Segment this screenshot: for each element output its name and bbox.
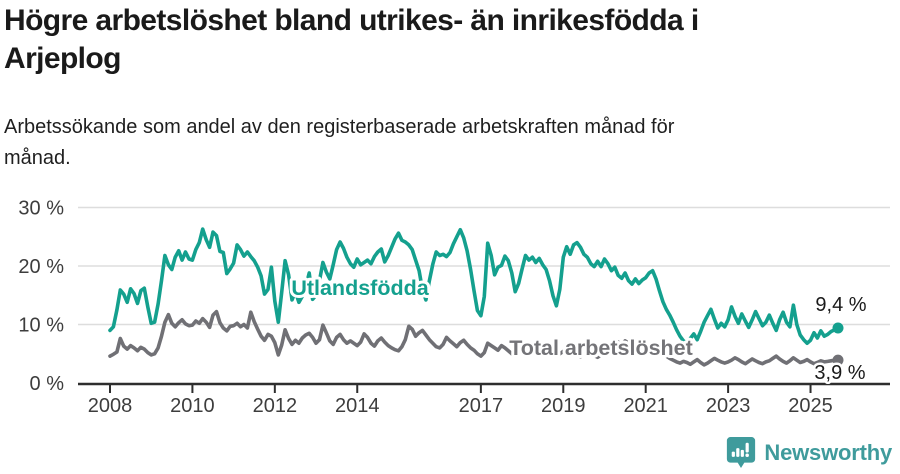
chart-subtitle-line-2: månad. bbox=[4, 147, 71, 169]
newsworthy-logo-icon bbox=[727, 437, 756, 468]
total-arbetsloshet-line bbox=[108, 309, 840, 367]
x-axis-tick-label: 2023 bbox=[706, 395, 751, 417]
newsworthy-logo-text: Newsworthy bbox=[764, 439, 892, 465]
chart-subtitle: Arbetssökande som andel av den registerb… bbox=[4, 112, 864, 174]
utlandsfodda-end-dot bbox=[832, 322, 844, 334]
total-arbetsloshet-end-value-label: 3,9 % bbox=[814, 362, 865, 384]
y-axis-tick-label: 20 % bbox=[18, 256, 64, 278]
x-axis-tick-label: 2017 bbox=[459, 395, 504, 417]
page-title-line-2: Arjeplog bbox=[4, 42, 121, 75]
y-axis-tick-label: 30 % bbox=[18, 198, 64, 220]
total-arbetsloshet-end-dot bbox=[832, 354, 844, 366]
utlandsfodda-line bbox=[108, 227, 840, 346]
x-axis-tick-label: 2012 bbox=[253, 395, 298, 417]
y-axis-tick-label: 0 % bbox=[30, 373, 65, 395]
x-axis-tick-label: 2019 bbox=[541, 395, 586, 417]
page-title-line-1: Högre arbetslöshet bland utrikes- än inr… bbox=[4, 4, 699, 37]
x-axis-tick-label: 2021 bbox=[623, 395, 668, 417]
total-arbetsloshet-series-label: Total arbetslöshet bbox=[509, 336, 693, 360]
x-axis-tick-label: 2010 bbox=[170, 395, 215, 417]
x-axis-tick-label: 2008 bbox=[88, 395, 133, 417]
chart-subtitle-line-1: Arbetssökande som andel av den registerb… bbox=[4, 116, 675, 138]
page-title: Högre arbetslöshet bland utrikes- än inr… bbox=[4, 2, 884, 78]
y-axis-tick-label: 10 % bbox=[18, 315, 64, 337]
x-axis-tick-label: 2025 bbox=[788, 395, 833, 417]
x-axis-tick-label: 2014 bbox=[335, 395, 380, 417]
utlandsfodda-end-value-label: 9,4 % bbox=[815, 294, 866, 316]
newsworthy-logo: Newsworthy bbox=[726, 436, 892, 469]
utlandsfodda-series-label: Utlandsfödda bbox=[291, 276, 429, 300]
